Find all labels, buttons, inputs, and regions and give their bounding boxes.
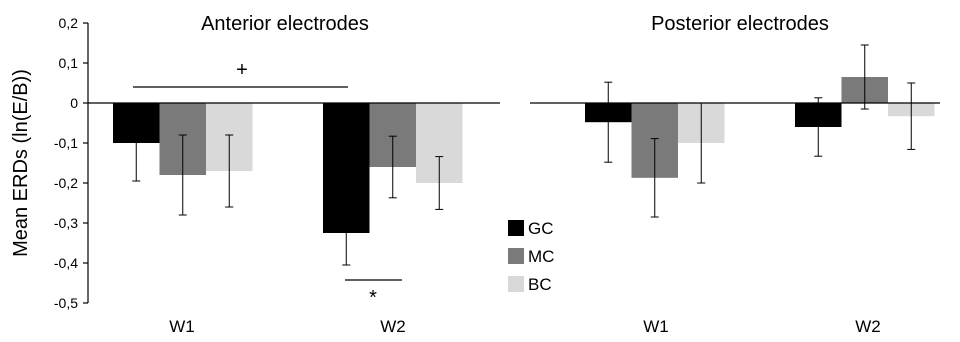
y-tick-label: -0,4 (54, 255, 78, 271)
y-tick-label: 0,2 (59, 15, 79, 31)
x-category-label-w2: W2 (855, 317, 881, 336)
legend-label-gc: GC (528, 219, 554, 238)
panel-title-anterior: Anterior electrodes (201, 13, 369, 35)
x-category-label-w1: W1 (643, 317, 669, 336)
y-tick-label: 0,1 (59, 55, 79, 71)
y-tick-label: 0 (70, 95, 78, 111)
legend-swatch-bc (508, 276, 524, 292)
legend-label-bc: BC (528, 275, 552, 294)
legend-swatch-gc (508, 220, 524, 236)
y-tick-label: -0,2 (54, 175, 78, 191)
significance-marker-plus: + (236, 59, 248, 81)
panel-title-posterior: Posterior electrodes (651, 13, 829, 35)
y-tick-label: -0,1 (54, 135, 78, 151)
significance-marker-star: * (369, 287, 377, 309)
legend-label-mc: MC (528, 247, 554, 266)
legend-swatch-mc (508, 248, 524, 264)
x-category-label-w2: W2 (380, 317, 406, 336)
y-tick-label: -0,5 (54, 295, 78, 311)
y-axis-label: Mean ERDs (ln(E/B)) (10, 69, 32, 257)
x-category-label-w1: W1 (169, 317, 195, 336)
y-tick-label: -0,3 (54, 215, 78, 231)
